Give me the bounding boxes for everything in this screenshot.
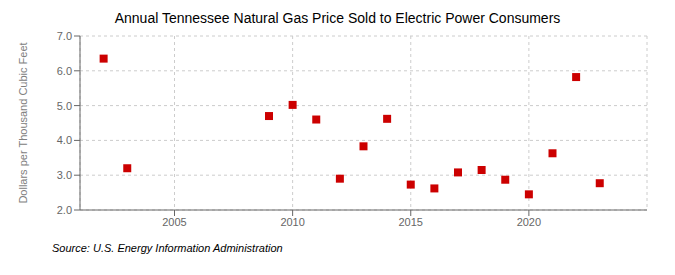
html-text:Annual Tennessee Natural Gas P: Annual Tennessee Natural Gas Price Sold … [114,10,561,26]
svg-text:2010: 2010 [280,216,304,228]
svg-text:2015: 2015 [399,216,423,228]
svg-text:4.0: 4.0 [57,134,72,146]
svg-text:2005: 2005 [162,216,186,228]
svg-text:6.0: 6.0 [57,65,72,77]
svg-text:5.0: 5.0 [57,100,72,112]
svg-text:Dollars per Thousand Cubic Fee: Dollars per Thousand Cubic Feet [17,42,29,203]
svg-text:3.0: 3.0 [57,169,72,181]
svg-text:2020: 2020 [517,216,541,228]
svg-text:7.0: 7.0 [57,30,72,42]
svg-text:2.0: 2.0 [57,204,72,216]
html-text:Source: U.S. Energy Informatio: Source: U.S. Energy Information Administ… [52,242,283,254]
